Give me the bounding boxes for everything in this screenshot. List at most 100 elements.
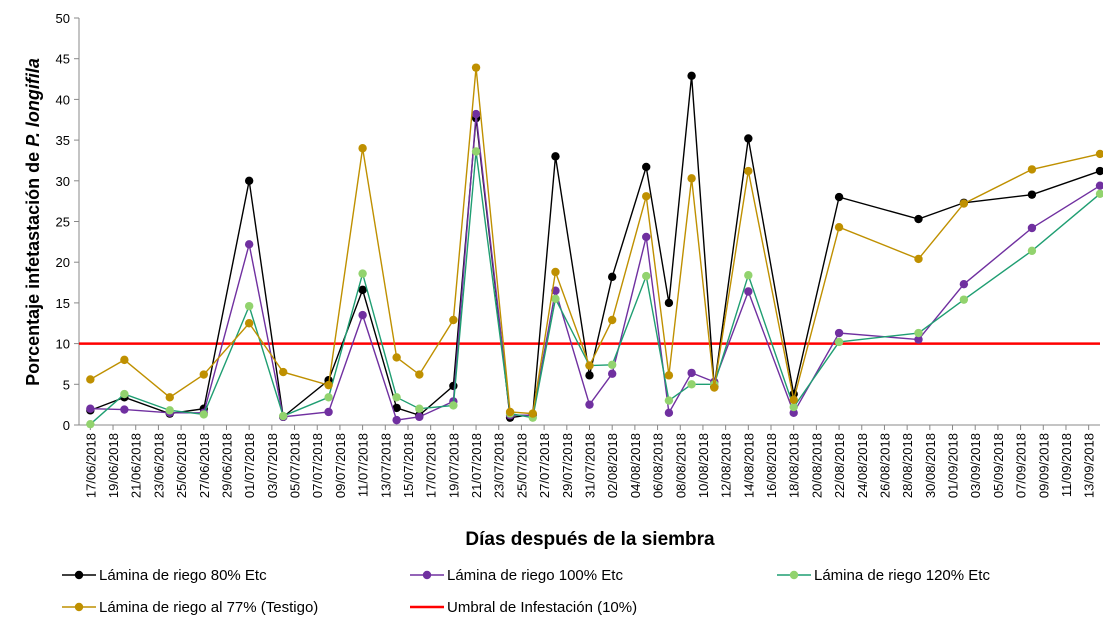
data-point	[642, 192, 651, 201]
data-point	[687, 174, 696, 183]
data-point	[687, 368, 696, 378]
data-point	[834, 192, 844, 202]
data-point	[199, 370, 208, 379]
data-point	[324, 380, 333, 390]
data-point	[551, 294, 560, 304]
data-point	[244, 176, 254, 185]
data-point	[551, 267, 560, 277]
x-tick-label: 03/07/2018	[265, 433, 280, 498]
x-tick-label: 19/06/2018	[106, 433, 121, 498]
data-point	[642, 162, 651, 172]
x-tick-label: 29/07/2018	[560, 433, 575, 498]
data-point	[392, 415, 401, 425]
legend-marker	[422, 570, 432, 580]
x-tick-label: 09/07/2018	[333, 433, 348, 498]
x-tick-label: 03/09/2018	[968, 433, 983, 498]
data-point	[664, 371, 674, 380]
series-line	[90, 113, 1101, 421]
y-tick-label: 40	[56, 92, 70, 107]
x-tick-label: 09/09/2018	[1036, 433, 1051, 498]
x-tick-label: 07/07/2018	[310, 433, 325, 498]
data-point	[392, 403, 401, 413]
data-point	[551, 152, 560, 161]
series-line	[89, 67, 1101, 415]
data-point	[199, 410, 208, 419]
x-tick-label: 13/09/2018	[1082, 433, 1097, 498]
data-point	[1027, 246, 1037, 256]
x-tick-label: 16/08/2018	[764, 433, 779, 498]
legend-marker	[74, 570, 84, 580]
data-point	[1095, 181, 1103, 190]
series-line	[89, 151, 1101, 425]
data-point	[86, 375, 95, 384]
x-tick-label: 13/07/2018	[378, 433, 393, 498]
data-point	[244, 240, 254, 249]
data-point	[471, 63, 481, 72]
data-point	[415, 404, 424, 413]
x-tick-label: 06/08/2018	[651, 433, 666, 498]
data-point	[449, 315, 458, 325]
data-point	[607, 315, 617, 325]
data-point	[1095, 166, 1103, 176]
legend-label: Lámina de riego al 77% (Testigo)	[99, 599, 318, 616]
data-point	[744, 271, 753, 280]
data-point	[392, 393, 401, 402]
data-point	[120, 355, 129, 365]
x-tick-label: 11/07/2018	[356, 433, 371, 497]
data-point	[585, 371, 594, 380]
data-point	[120, 405, 129, 414]
x-axis-title: Días después de la siembra	[465, 529, 715, 550]
data-point	[607, 272, 617, 282]
data-point	[415, 370, 424, 379]
data-point	[914, 335, 923, 344]
x-tick-label: 11/09/2018	[1059, 433, 1074, 497]
data-point	[86, 404, 95, 413]
x-tick-label: 25/07/2018	[514, 433, 529, 498]
data-point	[834, 222, 844, 232]
data-point	[642, 232, 651, 242]
data-point	[471, 109, 481, 119]
x-tick-label: 04/08/2018	[628, 433, 643, 498]
y-tick-label: 35	[56, 133, 70, 148]
x-tick-label: 01/07/2018	[242, 433, 257, 498]
x-tick-label: 30/08/2018	[923, 433, 938, 498]
data-point	[324, 407, 333, 417]
data-point	[585, 361, 594, 370]
data-point	[710, 383, 719, 392]
data-point	[687, 380, 696, 389]
data-point	[914, 328, 923, 338]
y-tick-label: 15	[56, 296, 70, 311]
x-tick-label: 08/08/2018	[673, 433, 688, 498]
data-point	[642, 271, 651, 281]
data-point	[664, 408, 674, 417]
data-point	[165, 393, 174, 402]
data-point	[1095, 149, 1103, 159]
x-tick-label: 10/08/2018	[696, 433, 711, 498]
x-tick-label: 28/08/2018	[900, 433, 915, 498]
data-point	[392, 353, 401, 362]
legend-label: Lámina de riego 100% Etc	[447, 567, 623, 584]
data-point	[687, 71, 696, 80]
x-tick-label: 22/08/2018	[832, 433, 847, 498]
x-tick-label: 26/08/2018	[877, 433, 892, 498]
legend-label: Lámina de riego 120% Etc	[814, 567, 990, 584]
x-tick-label: 01/09/2018	[946, 433, 961, 498]
x-tick-label: 24/08/2018	[855, 433, 870, 498]
y-axis-title-species: P. longifila	[23, 58, 43, 147]
y-tick-label: 20	[56, 255, 70, 270]
x-tick-label: 18/08/2018	[787, 433, 802, 498]
data-point	[664, 298, 674, 308]
y-tick-label: 30	[56, 174, 70, 189]
x-tick-label: 05/07/2018	[288, 433, 303, 498]
data-point	[744, 287, 753, 296]
data-point	[528, 409, 537, 418]
data-point	[607, 360, 617, 369]
data-point	[834, 328, 844, 338]
legend-marker	[789, 570, 799, 580]
y-tick-label: 50	[56, 11, 70, 26]
x-tick-label: 05/09/2018	[991, 433, 1006, 498]
x-tick-label: 19/07/2018	[446, 433, 461, 498]
data-point	[744, 134, 753, 143]
data-point	[1027, 190, 1037, 199]
